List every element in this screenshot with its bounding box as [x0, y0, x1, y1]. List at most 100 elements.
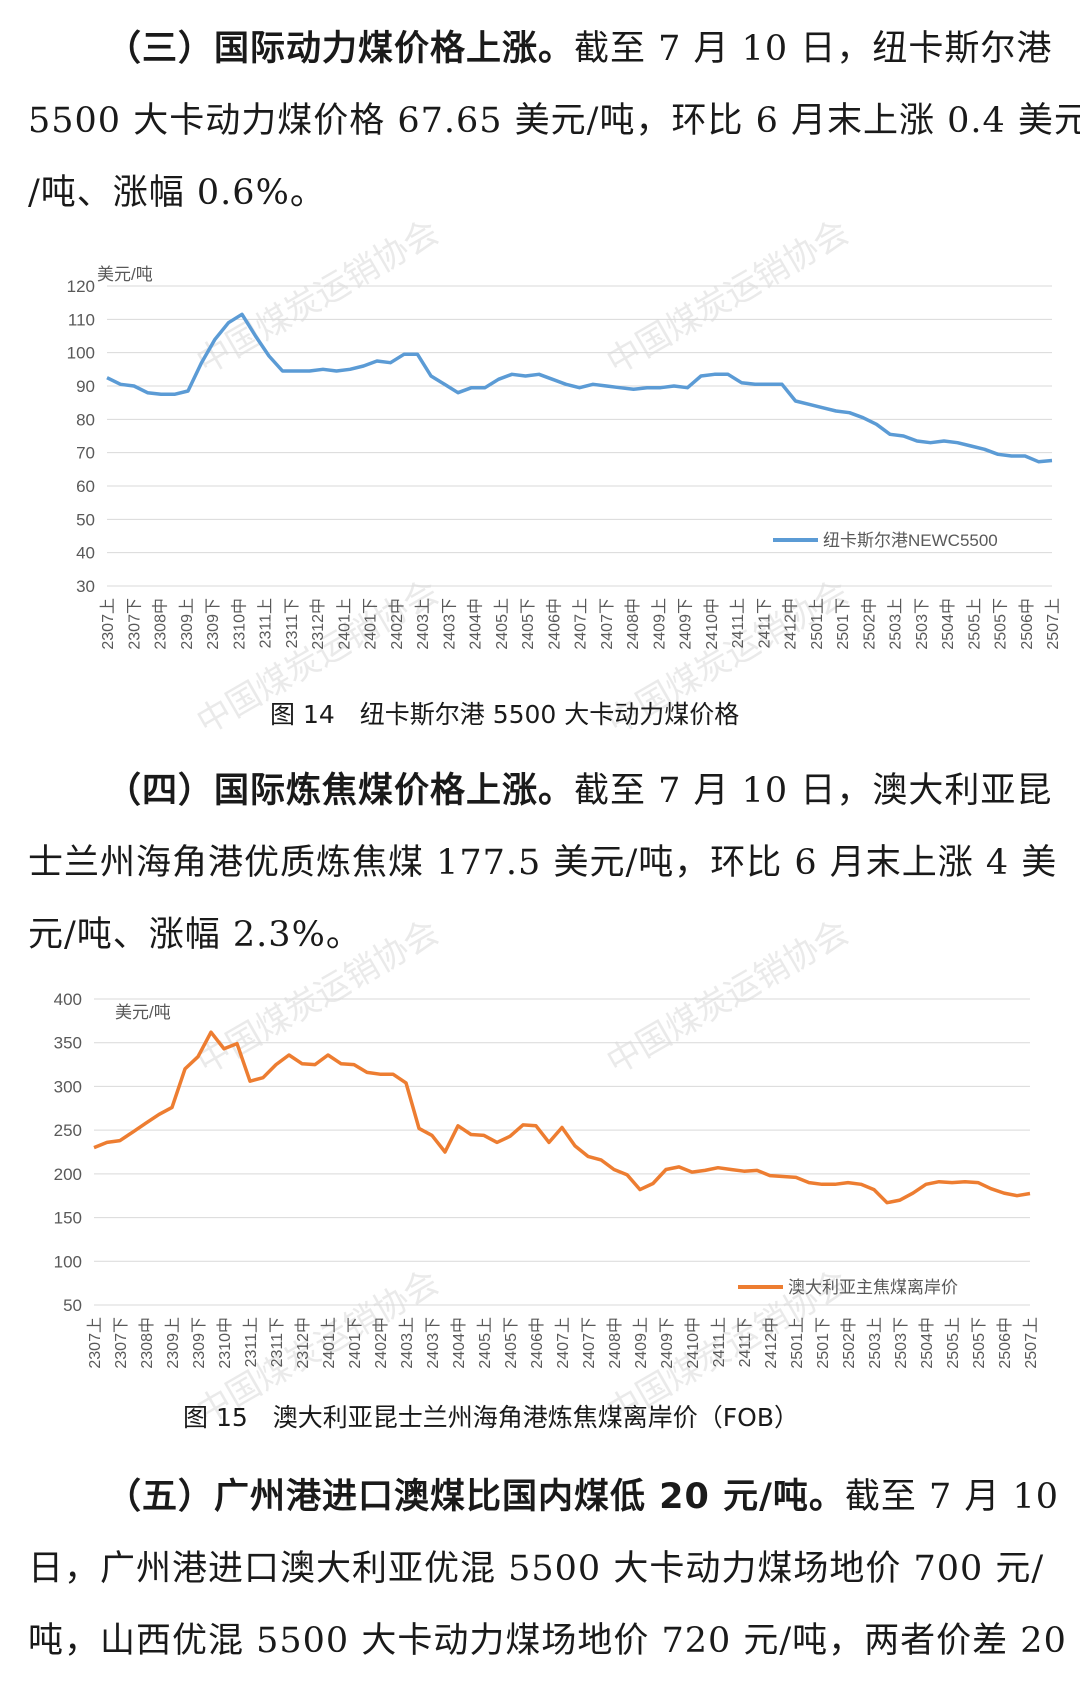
section5-line2: 日，广州港进口澳大利亚优混 5500 大卡动力煤场地价 700 元/ [28, 1549, 1045, 1589]
x-tick-label: 2503上 [887, 598, 905, 650]
x-tick-label: 2401下 [347, 1317, 364, 1369]
x-tick-label: 2411下 [756, 598, 773, 648]
x-tick-label: 2405上 [476, 1317, 494, 1369]
x-tick-label: 2308中 [138, 1317, 156, 1369]
x-tick-label: 2501上 [788, 1317, 806, 1369]
x-tick-label: 2406中 [545, 598, 563, 650]
x-tick-label: 2308中 [152, 598, 170, 650]
x-tick-label: 2309上 [164, 1317, 182, 1369]
x-tick-label: 2404中 [467, 598, 485, 650]
y-tick-label: 60 [76, 477, 95, 496]
legend-label: 纽卡斯尔港NEWC5500 [823, 531, 998, 550]
section4-line1: 截至 7 月 10 日，澳大利亚昆 [574, 771, 1053, 811]
x-tick-label: 2402中 [388, 598, 406, 650]
x-tick-label: 2312中 [309, 598, 327, 650]
y-tick-label: 120 [67, 277, 95, 296]
x-tick-label: 2503上 [866, 1317, 884, 1369]
y-axis-unit-label: 美元/吨 [97, 265, 153, 284]
x-tick-label: 2405上 [493, 598, 511, 650]
x-tick-label: 2409下 [678, 598, 695, 650]
x-tick-label: 2311下 [284, 598, 301, 648]
x-tick-label: 2402中 [372, 1317, 390, 1369]
x-tick-label: 2310中 [230, 598, 248, 650]
x-tick-label: 2312中 [294, 1317, 312, 1369]
series-line [106, 312, 1053, 464]
x-tick-label: 2409上 [650, 598, 668, 650]
y-tick-label: 70 [76, 444, 95, 463]
section4-line3: 元/吨、涨幅 2.3%。 [28, 915, 362, 955]
x-tick-label: 2411上 [729, 598, 747, 648]
section4-heading: （四）国际炼焦煤价格上涨。 [106, 771, 575, 811]
y-tick-label: 250 [54, 1121, 82, 1140]
x-tick-label: 2503下 [893, 1317, 910, 1369]
x-tick-label: 2307上 [99, 598, 117, 650]
x-tick-label: 2405下 [503, 1317, 520, 1369]
x-tick-label: 2407下 [599, 598, 616, 650]
x-tick-label: 2406中 [528, 1317, 546, 1369]
chart-australia-coking-coal: 50 100 150 200 250 300 350 400 美元/吨 2307上 2307下 230… [54, 990, 1040, 1369]
x-tick-label: 2502中 [860, 598, 878, 650]
x-tick-label: 2410中 [684, 1317, 702, 1369]
x-tick-label: 2307下 [113, 1317, 130, 1369]
y-tick-label: 300 [54, 1077, 82, 1096]
x-tick-label: 2501上 [808, 598, 826, 650]
figure14-caption: 图 14 纽卡斯尔港 5500 大卡动力煤价格 [270, 700, 740, 729]
x-tick-label: 2307下 [126, 598, 143, 650]
section3-line1: 截至 7 月 10 日，纽卡斯尔港 [574, 29, 1053, 69]
x-tick-label: 2503下 [914, 598, 931, 650]
section3-line3: /吨、涨幅 0.6%。 [28, 173, 326, 213]
section4-paragraph: （四）国际炼焦煤价格上涨。截至 7 月 10 日，澳大利亚昆 士兰州海角港优质炼… [28, 762, 1056, 962]
y-tick-label: 80 [76, 410, 95, 429]
x-tick-label: 2507上 [1022, 1317, 1040, 1369]
x-tick-label: 2408中 [624, 598, 642, 650]
x-tick-label: 2403上 [398, 1317, 416, 1369]
legend-label: 澳大利亚主焦煤离岸价 [788, 1278, 958, 1297]
x-tick-label: 2403下 [441, 598, 458, 650]
x-tick-label: 2309下 [191, 1317, 208, 1369]
y-tick-label: 350 [54, 1034, 82, 1053]
section5-paragraph: （五）广州港进口澳煤比国内煤低 20 元/吨。截至 7 月 10 日，广州港进口… [28, 1468, 1066, 1678]
x-tick-label: 2506中 [1018, 598, 1036, 650]
section3-line2: 5500 大卡动力煤价格 67.65 美元/吨，环比 6 月末上涨 0.4 美元 [28, 101, 1080, 141]
x-tick-label: 2504中 [939, 598, 957, 650]
section3-heading: （三）国际动力煤价格上涨。 [106, 29, 575, 69]
x-tick-label: 2409下 [659, 1317, 676, 1369]
x-tick-label: 2505上 [965, 598, 983, 650]
x-tick-label: 2309上 [178, 598, 196, 650]
x-tick-label: 2401上 [320, 1317, 338, 1369]
x-tick-label: 2411上 [710, 1317, 728, 1367]
x-tick-label: 2407下 [581, 1317, 598, 1369]
x-tick-label: 2505上 [944, 1317, 962, 1369]
x-tick-label: 2502中 [840, 1317, 858, 1369]
section3-paragraph: （三）国际动力煤价格上涨。截至 7 月 10 日，纽卡斯尔港 5500 大卡动力… [28, 20, 1080, 220]
x-tick-label: 2410中 [703, 598, 721, 650]
x-tick-label: 2412中 [762, 1317, 780, 1369]
x-tick-label: 2411下 [737, 1317, 754, 1367]
x-tick-label: 2307上 [86, 1317, 104, 1369]
y-tick-label: 90 [76, 377, 95, 396]
section5-line1: 截至 7 月 10 [844, 1477, 1060, 1517]
x-tick-label: 2404中 [450, 1317, 468, 1369]
x-tick-label: 2407上 [554, 1317, 572, 1369]
x-tick-label: 2408中 [606, 1317, 624, 1369]
x-tick-label: 2401下 [363, 598, 380, 650]
y-tick-label: 50 [63, 1296, 82, 1315]
x-tick-label: 2505下 [971, 1317, 988, 1369]
x-tick-label: 2407上 [572, 598, 590, 650]
y-tick-label: 40 [76, 544, 95, 563]
section4-line2: 士兰州海角港优质炼焦煤 177.5 美元/吨，环比 6 月末上涨 4 美 [28, 843, 1058, 883]
section5-heading: （五）广州港进口澳煤比国内煤低 20 元/吨。 [106, 1477, 845, 1517]
x-tick-label: 2311下 [269, 1317, 286, 1367]
y-tick-label: 200 [54, 1165, 82, 1184]
x-tick-label: 2311上 [242, 1317, 260, 1367]
x-tick-label: 2505下 [993, 598, 1010, 650]
y-tick-label: 400 [54, 990, 82, 1009]
x-tick-label: 2501下 [815, 1317, 832, 1369]
x-tick-label: 2412中 [782, 598, 800, 650]
x-tick-label: 2409上 [632, 1317, 650, 1369]
x-tick-label: 2507上 [1044, 598, 1062, 650]
x-tick-label: 2309下 [205, 598, 222, 650]
y-tick-label: 150 [54, 1209, 82, 1228]
series-line [93, 1030, 1031, 1205]
